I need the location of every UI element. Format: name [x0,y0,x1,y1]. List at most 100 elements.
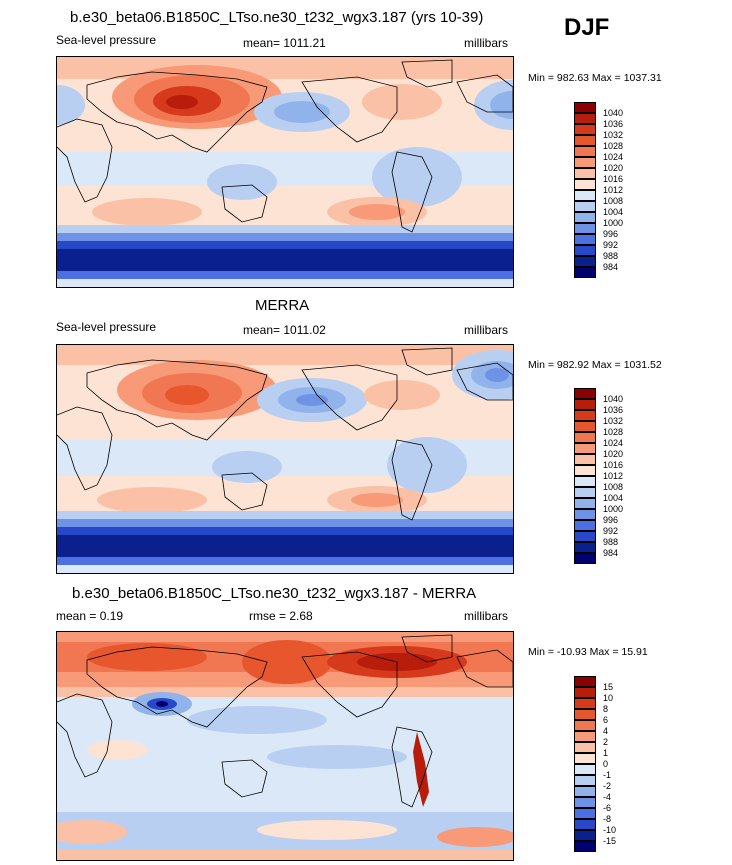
panel-obs-mean-label: mean= 1011.02 [243,323,326,337]
colorbar-swatch [574,498,596,509]
colorbar-tick-label: 1036 [603,405,624,415]
sea-level-pressure-merra-map [57,345,513,573]
colorbar-tick-label: 1008 [603,482,624,492]
colorbar-swatch [574,753,596,764]
colorbar-tick-label: -10 [603,825,617,835]
colorbar-tick-label: 1012 [603,185,624,195]
colorbar-tick-label: 1020 [603,163,624,173]
colorbar-swatch [574,157,596,168]
colorbar-swatch [574,388,596,399]
colorbar-tick-label: 6 [603,715,609,725]
colorbar-swatch [574,808,596,819]
colorbar-tick-label: 988 [603,251,619,261]
colorbar-swatch [574,113,596,124]
colorbar-swatch [574,146,596,157]
colorbar-swatch [574,410,596,421]
colorbar-tick-label: 1040 [603,394,624,404]
colorbar-tick-label: 996 [603,515,619,525]
colorbar-tick-label: -4 [603,792,612,802]
panel-diff-colorbar: 15 10 8 6 4 2 1 0 -1 -2 -4 -6 -8 -10 -15 [574,676,634,856]
colorbar-tick-label: 10 [603,693,614,703]
colorbar-swatch [574,454,596,465]
colorbar-swatch [574,698,596,709]
panel-model-colorbar: 1040 1036 1032 1028 1024 1020 1016 1012 1008 1004… [574,102,634,282]
colorbar-swatch [574,201,596,212]
colorbar-tick-label: 8 [603,704,609,714]
colorbar-tick-label: 0 [603,759,609,769]
colorbar-tick-label: 992 [603,240,619,250]
colorbar-swatch [574,102,596,113]
panel-model-map [56,56,514,288]
colorbar-tick-label: 1036 [603,119,624,129]
panel-diff-title: b.e30_beta06.B1850C_LTso.ne30_t232_wgx3.… [72,585,477,602]
colorbar-tick-label: 1016 [603,460,624,470]
panel-diff-units-label: millibars [464,609,509,623]
colorbar-tick-label: 992 [603,526,619,536]
panel-obs-colorbar: 1040 1036 1032 1028 1024 1020 1016 1012 1008 1004… [574,388,634,568]
panel-model-units-label: millibars [464,36,509,50]
panel-obs-map [56,344,514,574]
colorbar-swatch [574,786,596,797]
colorbar-swatch [574,190,596,201]
panel-model-mean-label: mean= 1011.21 [243,36,326,50]
colorbar-tick-label: 1016 [603,174,624,184]
colorbar-tick-label: 1004 [603,493,624,503]
colorbar-swatch [574,797,596,808]
colorbar-swatch [574,531,596,542]
panel-obs-minmax: Min = 982.92 Max = 1031.52 [528,359,662,371]
colorbar-tick-label: 988 [603,537,619,547]
colorbar-swatch [574,676,596,687]
colorbar-swatch [574,245,596,256]
colorbar-tick-label: 984 [603,262,619,272]
colorbar-tick-label: 996 [603,229,619,239]
sea-level-pressure-difference-map [57,632,513,860]
colorbar-tick-label: 1004 [603,207,624,217]
colorbar-swatch [574,421,596,432]
colorbar-tick-label: 1028 [603,141,624,151]
colorbar-tick-label: 1040 [603,108,624,118]
colorbar-tick-label: 1024 [603,438,624,448]
panel-model-variable-label: Sea-level pressure [56,33,157,47]
colorbar-swatch [574,443,596,454]
colorbar-swatch [574,399,596,410]
colorbar-tick-label: 1012 [603,471,624,481]
colorbar-swatch [574,135,596,146]
colorbar-tick-label: 4 [603,726,609,736]
colorbar-swatch [574,731,596,742]
colorbar-swatch [574,124,596,135]
colorbar-swatch [574,720,596,731]
colorbar-tick-label: 984 [603,548,619,558]
colorbar-swatch [574,509,596,520]
colorbar-tick-label: -2 [603,781,612,791]
colorbar-swatch [574,742,596,753]
colorbar-swatch [574,542,596,553]
colorbar-swatch [574,465,596,476]
colorbar-tick-label: 1024 [603,152,624,162]
panel-diff-minmax: Min = -10.93 Max = 15.91 [528,646,648,658]
colorbar-tick-label: 1028 [603,427,624,437]
colorbar-tick-label: 1000 [603,218,624,228]
panel-diff-map [56,631,514,861]
colorbar-tick-label: -8 [603,814,612,824]
colorbar-swatch [574,487,596,498]
colorbar-swatch [574,212,596,223]
panel-obs-units-label: millibars [464,323,509,337]
colorbar-tick-label: 1000 [603,504,624,514]
colorbar-swatch [574,476,596,487]
colorbar-swatch [574,223,596,234]
colorbar-swatch [574,179,596,190]
panel-diff-rmse-label: rmse = 2.68 [249,609,313,623]
colorbar-swatch [574,830,596,841]
colorbar-swatch [574,819,596,830]
colorbar-swatch [574,553,596,564]
panel-diff-mean-label: mean = 0.19 [56,609,124,623]
colorbar-swatch [574,234,596,245]
colorbar-tick-label: -1 [603,770,612,780]
panel-obs-title: MERRA [255,297,310,314]
colorbar-swatch [574,256,596,267]
colorbar-swatch [574,267,596,278]
colorbar-swatch [574,687,596,698]
colorbar-tick-label: 1020 [603,449,624,459]
panel-model-minmax: Min = 982.63 Max = 1037.31 [528,72,662,84]
panel-obs-variable-label: Sea-level pressure [56,320,157,334]
